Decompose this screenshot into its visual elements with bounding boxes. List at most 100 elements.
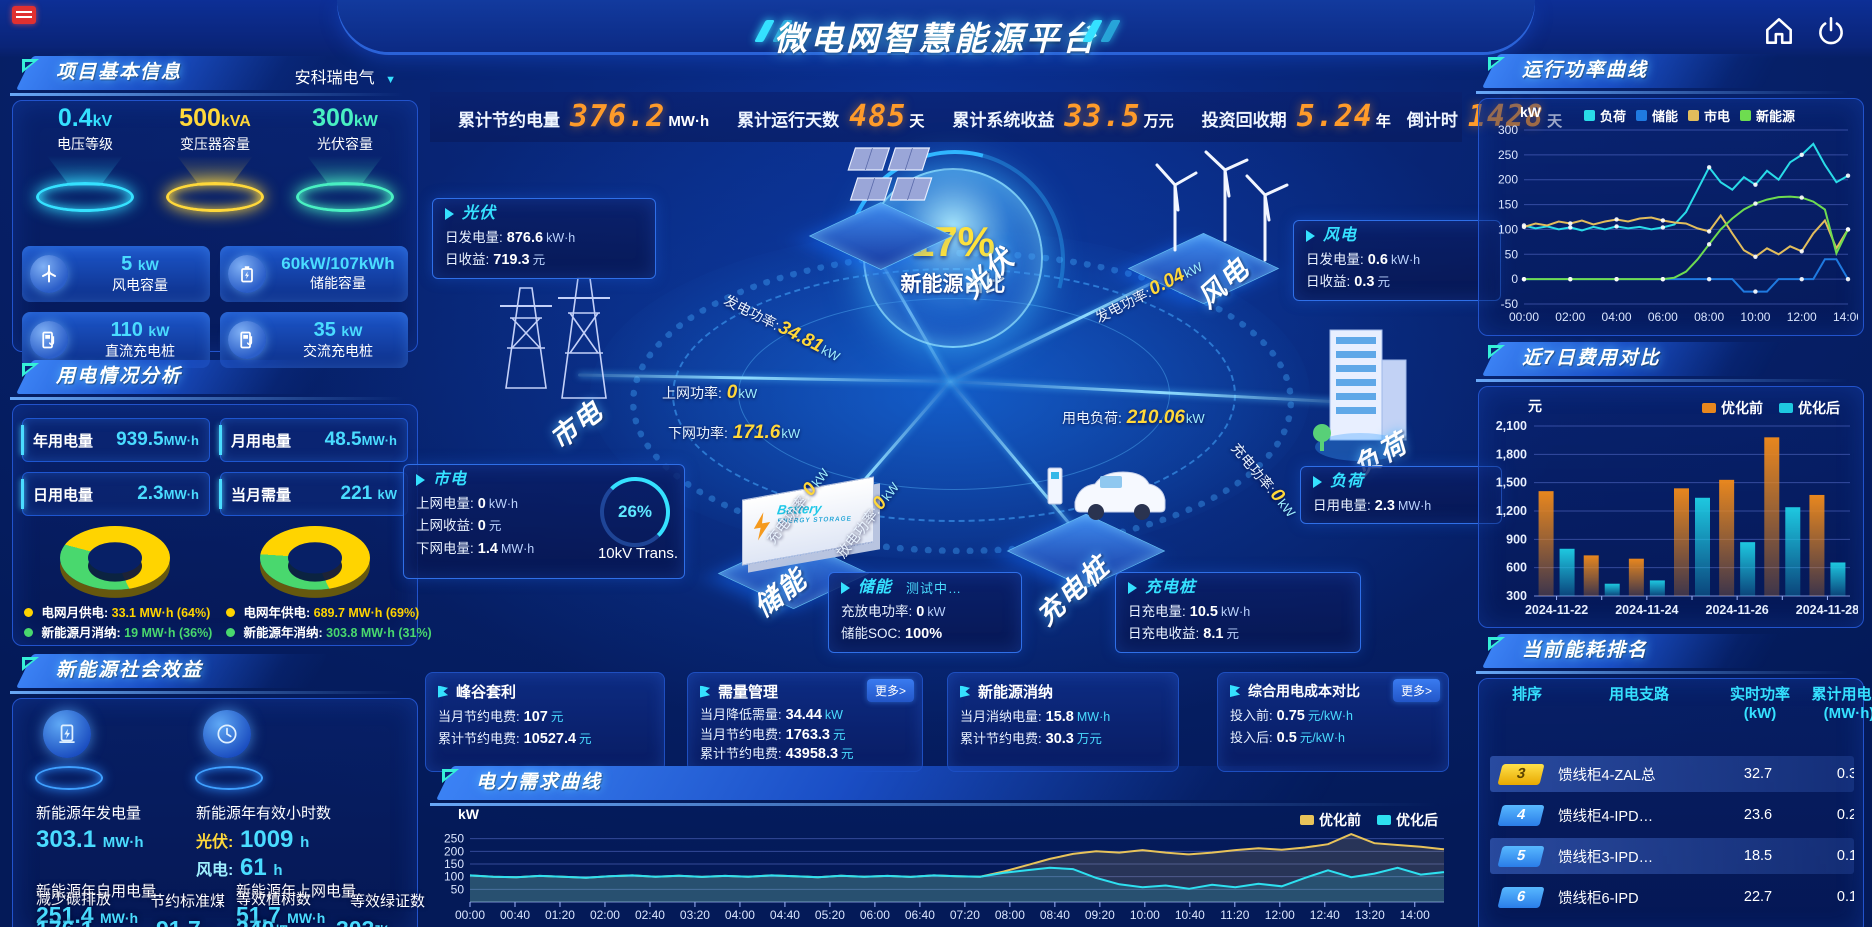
page-title: 微电网智慧能源平台 [774, 20, 1098, 57]
table-row[interactable]: 3 馈线柜4-ZAL总 32.7 0.3 [1490, 756, 1854, 792]
svg-text:1,200: 1,200 [1496, 504, 1527, 518]
y-axis-unit: 元 [1528, 398, 1542, 414]
svg-text:1,500: 1,500 [1496, 476, 1527, 490]
flow-from-grid-power: 下网功率: 171.6kW [668, 422, 801, 443]
panel-usage-analysis: 用电情况分析 年用电量 939.5MW·h 月用电量 48.5MW·h 日用电量 2.… [10, 360, 432, 646]
svg-text:04:00: 04:00 [1602, 310, 1632, 324]
legend-item[interactable]: 优化后 [1377, 810, 1438, 830]
donut-legend-item: 新能源月消纳: 19 MW·h (36%) [24, 622, 212, 641]
flag-icon [960, 685, 970, 698]
panel-header: 电力需求曲线 [430, 766, 1462, 806]
svg-text:0: 0 [1511, 272, 1518, 286]
chevron-down-icon: ▼ [385, 74, 396, 86]
panel-project-info: 项目基本信息 安科瑞电气 ▼ 0.4kV 电压等级 500kVA 变压器容量 3… [10, 56, 420, 368]
svg-text:12:00: 12:00 [1787, 310, 1817, 324]
svg-text:300: 300 [1506, 589, 1527, 603]
panel-header: 新能源社会效益 [10, 654, 420, 694]
svg-text:100: 100 [444, 870, 464, 884]
power-towers-icon [500, 277, 610, 399]
legend-swatch [1377, 815, 1391, 825]
legend-dot [226, 628, 235, 637]
table-row[interactable]: 4 馈线柜4-IPD… 23.6 0.2 [1490, 797, 1854, 833]
panel-header: 项目基本信息 安科瑞电气 ▼ [10, 56, 420, 96]
legend-swatch [1740, 110, 1752, 121]
storage-callout: 储能 测试中… 充放电功率: 0 kW 储能SOC: 100% [828, 572, 1022, 653]
flag-icon [438, 685, 448, 698]
coal-label: 节约标准煤 [150, 893, 226, 910]
home-icon[interactable] [1762, 14, 1796, 48]
kpi-value: 376.2 [570, 99, 666, 134]
legend-item[interactable]: 市电 [1688, 106, 1730, 125]
load-callout: 负荷 日用电量: 2.3 MW·h [1300, 466, 1502, 525]
to-grid-label: 新能源年上网电量 [236, 883, 357, 900]
kpi-label: 累计节约电量 [458, 111, 560, 130]
panel-title: 电力需求曲线 [476, 772, 603, 793]
beacon-row: 0.4kV 电压等级 500kVA 变压器容量 300kW 光伏容量 [20, 104, 410, 212]
transformer-gauge-label: 10kV Trans. [597, 545, 678, 562]
svg-text:05:20: 05:20 [815, 908, 845, 922]
realtime-power: 32.7 [1743, 766, 1773, 782]
kpi-label: 投资回收期 [1201, 111, 1287, 130]
panel-energy-ranking: 当前能耗排名 排序 用电支路 实时功率(kW) 累计用电量(MW·h) 3 馈线… [1476, 634, 1872, 927]
svg-text:50: 50 [1505, 247, 1519, 261]
svg-text:150: 150 [1498, 198, 1518, 212]
demand-curve-chart: 50 100 150 200 250 00:00 00:40 01:20 02:00 02:40 0… [434, 810, 1458, 927]
more-button[interactable]: 更多> [866, 679, 914, 702]
legend-swatch [1636, 110, 1648, 121]
panel-body [12, 100, 418, 352]
beacon-label: 电压等级 [57, 136, 113, 152]
svg-text:02:00: 02:00 [590, 908, 620, 922]
self-use-label: 新能源年自用电量 [36, 883, 157, 900]
battery-icon [228, 255, 266, 293]
svg-text:-50: -50 [1501, 297, 1519, 311]
kpi-label: 累计运行天数 [737, 111, 840, 130]
company-selector[interactable]: 安科瑞电气 ▼ [295, 64, 396, 88]
svg-text:04:40: 04:40 [770, 908, 800, 922]
panel-header: 运行功率曲线 [1476, 54, 1866, 94]
legend-item[interactable]: 优化前 [1300, 810, 1361, 830]
donut-legend-item: 电网年供电: 689.7 MW·h (69%) [226, 602, 419, 621]
arrow-icon [416, 474, 425, 486]
svg-text:11:20: 11:20 [1220, 908, 1249, 922]
total-energy: 0.3 [1836, 766, 1854, 782]
hours-clock-icon [192, 710, 263, 792]
power-icon[interactable] [1814, 14, 1848, 48]
realtime-power: 23.6 [1743, 807, 1773, 823]
panel-title: 近7日费用对比 [1522, 348, 1661, 369]
beacon-ring [36, 182, 134, 212]
realtime-power: 18.5 [1743, 848, 1773, 864]
more-button[interactable]: 更多> [1392, 679, 1440, 702]
legend-dot [24, 628, 33, 637]
trees-label: 等效植树数 [236, 891, 312, 908]
legend-item[interactable]: 储能 [1636, 106, 1678, 125]
rank-badge: 5 [1497, 845, 1545, 867]
table-row[interactable]: 5 馈线柜3-IPD… 18.5 0.1 [1490, 838, 1854, 874]
svg-text:10:40: 10:40 [1175, 908, 1205, 922]
wind-turbine-icon [30, 255, 68, 293]
transformer-load-gauge: 26% [600, 477, 670, 547]
table-row[interactable]: 6 馈线柜6-IPD 22.7 0.1 [1490, 879, 1854, 915]
branch-name: 馈线柜4-IPD… [1558, 808, 1654, 825]
svg-text:1,800: 1,800 [1496, 447, 1527, 461]
col-header-branch: 用电支路 [1608, 686, 1669, 703]
col-header-rank: 排序 [1511, 686, 1542, 703]
legend-item[interactable]: 负荷 [1584, 106, 1626, 125]
charger-callout: 充电桩 日充电量: 10.5 kW·h 日充电收益: 8.1 元 [1115, 572, 1361, 653]
legend-item[interactable]: 优化后 [1779, 398, 1840, 418]
ranking-table-rows: 3 馈线柜4-ZAL总 32.7 0.3 4 馈线柜4-IPD… 23.6 0.… [1490, 756, 1854, 927]
capacity-storage: 60kW/107kWh 储能容量 [220, 246, 408, 302]
legend-item[interactable]: 新能源 [1740, 106, 1795, 125]
svg-text:12:00: 12:00 [1265, 908, 1295, 922]
panel-header: 用电情况分析 [10, 360, 420, 400]
kpi-running-days: 累计运行天数 485 天 [737, 102, 924, 132]
usage-stats: 年用电量 939.5MW·h 月用电量 48.5MW·h 日用电量 2.3MW·h 当… [21, 418, 408, 516]
svg-text:06:40: 06:40 [905, 908, 935, 922]
legend-item[interactable]: 优化前 [1702, 398, 1763, 418]
svg-text:02:40: 02:40 [635, 908, 665, 922]
svg-text:03:20: 03:20 [680, 908, 710, 922]
power-curve-chart: -50 0 50 100 150 200 250 300 00:00 02:00 04:00 06:0… [1484, 120, 1863, 335]
kpi-bar: 累计节约电量 376.2 MW·h 累计运行天数 485 天 累计系统收益 33… [430, 92, 1562, 142]
company-name: 安科瑞电气 [294, 70, 375, 87]
panel-header: 当前能耗排名 [1476, 634, 1866, 674]
svg-text:12:40: 12:40 [1310, 908, 1340, 922]
